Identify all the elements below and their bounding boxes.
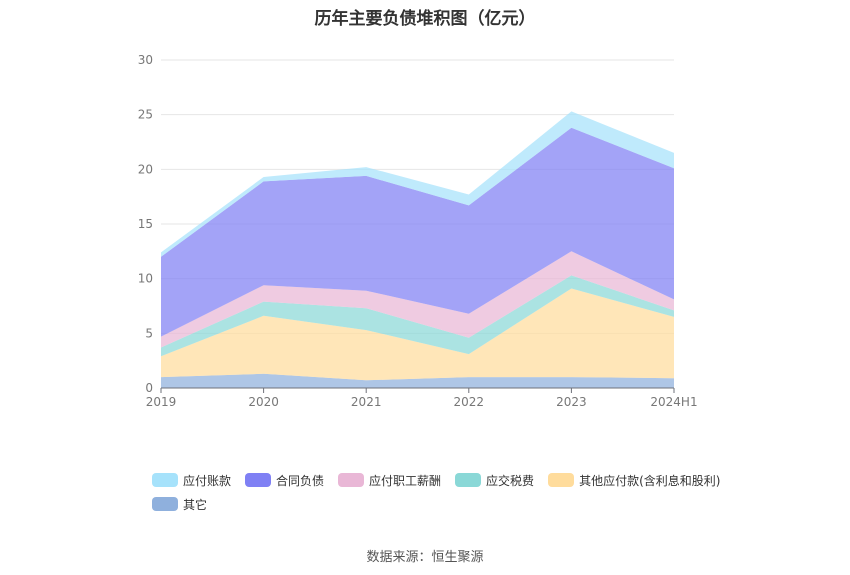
y-tick-label: 15 [138,217,153,231]
x-tick-label: 2023 [556,395,587,409]
chart-title: 历年主要负债堆积图（亿元） [314,9,536,29]
x-tick-label: 2022 [454,395,485,409]
x-tick-label: 2024H1 [650,395,697,409]
area-series-0 [161,373,674,388]
x-tick-label: 2020 [248,395,279,409]
legend-item[interactable]: 其他应付款(含利息和股利) [548,472,720,488]
y-tick-label: 30 [138,53,153,67]
legend-swatch [152,497,178,511]
legend-label: 合同负债 [276,473,325,488]
legend-item[interactable]: 应付职工薪酬 [338,472,441,488]
data-source: 数据来源：恒生聚源 [366,550,484,565]
area-series-2 [161,275,674,357]
stacked-area-chart: 0 5 10 15 20 25 30 2019 2020 2021 2022 2023 2024H1 [138,53,698,409]
legend: 应付账款 合同负债 应付职工薪酬 应交税费 其他应付款(含利息和股利) 其它 [152,472,772,520]
legend-swatch [455,473,482,487]
legend-swatch [338,473,365,487]
axis-layer: 0 5 10 15 20 25 30 2019 2020 2021 2022 2023 2024H1 [138,53,698,409]
y-tick-label: 5 [145,326,153,340]
y-tick-label: 20 [138,162,153,176]
area-series-5 [161,111,674,257]
legend-item[interactable]: 其它 [152,496,207,512]
legend-label: 应交税费 [486,473,535,488]
y-tick-label: 10 [138,272,153,286]
area-series-4 [161,127,674,337]
legend-swatch [245,473,272,487]
legend-label: 其他应付款(含利息和股利) [579,473,721,488]
x-tick-label: 2019 [146,395,177,409]
legend-label: 其它 [183,497,208,512]
legend-label: 应付职工薪酬 [369,473,442,488]
legend-swatch [152,473,178,487]
legend-item[interactable]: 应付账款 [152,472,231,488]
legend-swatch [548,473,575,487]
legend-item[interactable]: 应交税费 [455,472,534,488]
area-layer [161,111,674,388]
x-tick-label: 2021 [351,395,382,409]
y-tick-label: 25 [138,108,153,122]
legend-label: 应付账款 [183,473,232,488]
y-tick-label: 0 [145,381,153,395]
area-series-1 [161,288,674,381]
area-series-3 [161,251,674,348]
legend-item[interactable]: 合同负债 [245,472,324,488]
